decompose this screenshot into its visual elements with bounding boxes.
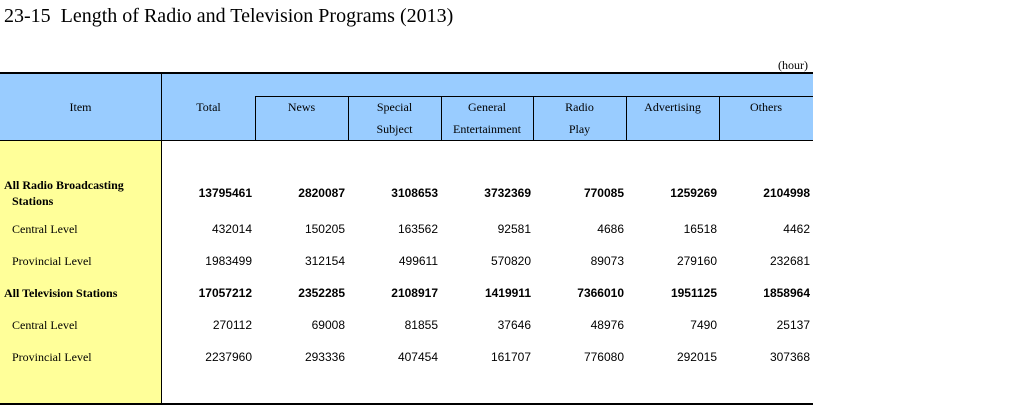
table-cell: 3108653	[391, 186, 438, 200]
table-cell: 48976	[590, 318, 624, 332]
table-cell: 307368	[769, 350, 810, 364]
table-cell: 69008	[311, 318, 345, 332]
header-radio-play: Radio Play	[533, 96, 626, 140]
row-label-tv-central: Central Level	[12, 318, 78, 332]
table-cell: 499611	[398, 254, 438, 268]
table-cell: 293336	[304, 350, 345, 364]
subheader-divider	[348, 96, 349, 140]
table-cell: 1983499	[205, 254, 252, 268]
header-others: Others	[750, 100, 782, 114]
table-cell: 25137	[776, 318, 810, 332]
table-cell: 292015	[676, 350, 717, 364]
header-total: Total	[196, 100, 221, 114]
table-cell: 2108917	[391, 286, 438, 300]
table-cell: 163562	[397, 222, 438, 236]
table-cell: 2820087	[298, 186, 345, 200]
table-cell: 1951125	[670, 286, 717, 300]
header-special-line2: Subject	[376, 122, 413, 136]
table-cell: 770085	[583, 186, 624, 200]
header-background	[0, 74, 813, 140]
table-cell: 92581	[497, 222, 531, 236]
table-cell: 81855	[404, 318, 438, 332]
table-cell: 312154	[304, 254, 345, 268]
table-cell: 279160	[676, 254, 717, 268]
data-table: Item Total News Special Subject General …	[0, 72, 813, 406]
item-column-background	[0, 140, 161, 403]
row-label-line1: All Radio Broadcasting	[4, 178, 124, 192]
table-cell: 13795461	[198, 186, 252, 200]
header-bottom-rule	[0, 140, 813, 141]
table-cell: 7490	[690, 318, 717, 332]
subheader-divider	[626, 96, 627, 140]
subheader-divider	[441, 96, 442, 140]
table-cell: 150205	[304, 222, 345, 236]
table-cell: 570820	[490, 254, 531, 268]
table-cell: 232681	[769, 254, 810, 268]
row-label-all-radio: All Radio Broadcasting Stations	[4, 177, 124, 209]
unit-label: (hour)	[778, 58, 808, 72]
table-cell: 776080	[583, 350, 624, 364]
table-cell: 4686	[597, 222, 624, 236]
table-cell: 1858964	[763, 286, 810, 300]
header-general-entertainment: General Entertainment	[441, 96, 533, 140]
header-special-subject: Special Subject	[348, 96, 441, 140]
subheader-divider	[719, 96, 720, 140]
table-cell: 16518	[683, 222, 717, 236]
table-cell: 3732369	[484, 186, 531, 200]
row-label-tv-provincial: Provincial Level	[12, 350, 92, 364]
header-general-line1: General	[468, 100, 506, 114]
header-news: News	[287, 100, 316, 114]
header-radio-line2: Play	[568, 122, 591, 136]
table-cell: 2352285	[298, 286, 345, 300]
table-cell: 4462	[783, 222, 810, 236]
table-cell: 2104998	[763, 186, 810, 200]
header-general-line2: Entertainment	[453, 122, 521, 136]
subheader-top-rule	[255, 96, 813, 97]
row-label-radio-provincial: Provincial Level	[12, 254, 92, 268]
header-advertising: Advertising	[644, 100, 701, 114]
table-cell: 7366010	[577, 286, 624, 300]
row-label-radio-central: Central Level	[12, 222, 78, 236]
table-cell: 37646	[497, 318, 531, 332]
header-radio-line1: Radio	[565, 100, 594, 114]
row-label-line2: Stations	[12, 194, 54, 208]
header-item: Item	[69, 100, 92, 114]
table-cell: 17057212	[198, 286, 252, 300]
row-label-all-television: All Television Stations	[4, 286, 118, 300]
table-cell: 270112	[212, 318, 252, 332]
subheader-divider	[255, 96, 256, 140]
table-cell: 1419911	[484, 286, 531, 300]
item-column-divider	[161, 74, 162, 403]
subheader-divider	[533, 96, 534, 140]
table-cell: 432014	[211, 222, 252, 236]
table-top-rule	[0, 72, 813, 74]
table-bottom-rule	[0, 403, 813, 405]
table-cell: 89073	[590, 254, 624, 268]
table-cell: 1259269	[670, 186, 717, 200]
table-cell: 407454	[397, 350, 438, 364]
page-title: 23-15 Length of Radio and Television Pro…	[4, 5, 454, 27]
header-special-line1: Special	[376, 100, 413, 114]
table-cell: 161707	[490, 350, 531, 364]
table-cell: 2237960	[205, 350, 252, 364]
